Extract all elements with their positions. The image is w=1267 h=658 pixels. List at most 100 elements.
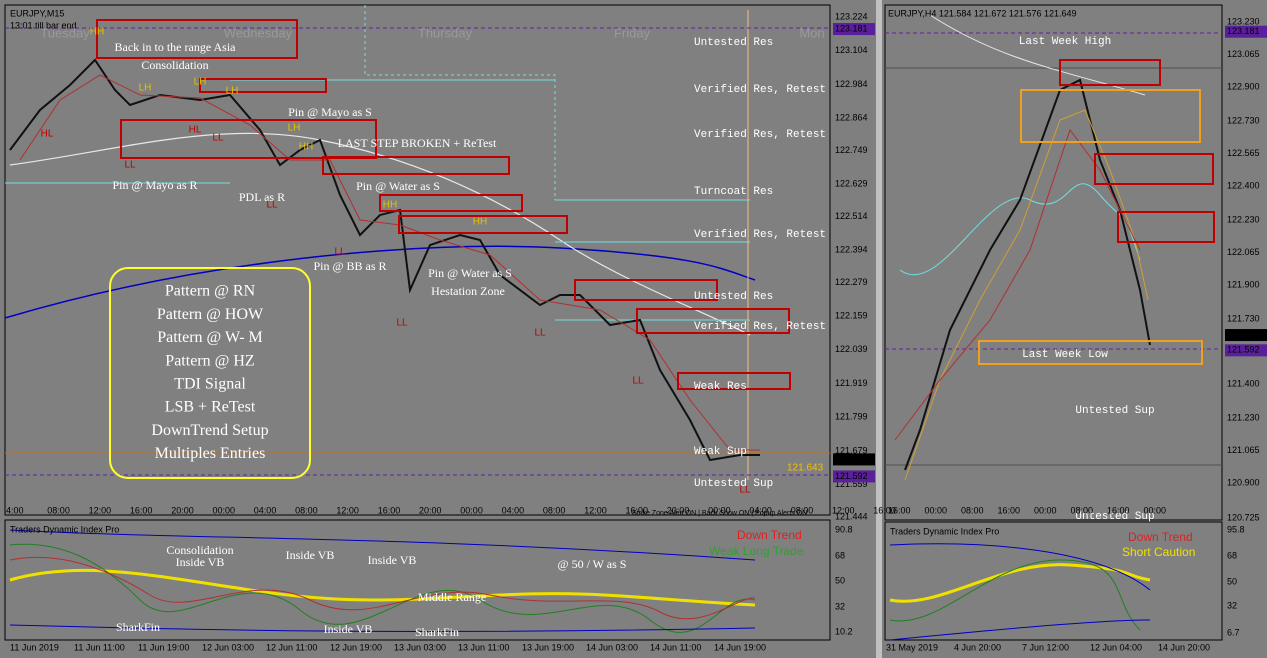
price-tick: 120.725 [1227,512,1260,522]
date-tick: 14 Jun 03:00 [586,642,638,652]
price-tick: 122.159 [835,311,868,321]
signal: Weak Long Trade [709,544,804,558]
level-tick: 6.7 [1227,627,1240,637]
signal: Down Trend [737,528,802,542]
time-tick: 16:00 [130,505,153,515]
time-tick: 00:00 [1034,505,1057,515]
time-tick: 20:00 [667,505,690,515]
price-tick: 122.039 [835,344,868,354]
indicator-annotation: Inside VB [324,622,373,636]
zone-label: Turncoat Res [694,186,773,198]
price-tick: 122.514 [835,211,868,221]
time-tick: 08:00 [791,505,814,515]
time-tick: 12:00 [584,505,607,515]
low-marker-bg [833,470,875,483]
pattern-item: TDI Signal [174,375,246,392]
annotation: Hestation Zone [431,284,505,298]
bid-marker-bg [1225,329,1267,342]
price-tick: 122.394 [835,245,868,255]
indicator-annotation: Inside VB [176,555,225,569]
indicator-annotation: SharkFin [116,620,160,634]
indicator-title: Traders Dynamic Index Pro [10,524,119,534]
indicator-annotation: Middle Range [418,590,486,604]
swing-label: LL [534,328,546,339]
zone-label: Untested Res [694,37,773,49]
splitter [876,0,882,658]
time-tick: 00:00 [213,505,236,515]
level-tick: 10.2 [835,626,853,636]
level-tick: 32 [835,601,845,611]
day-label: Friday [614,25,651,40]
bid-marker: 121.649 [835,454,868,464]
left-indicator-pane [4,519,831,641]
swing-label: LH [194,77,207,88]
price-tick: 121.900 [1227,280,1260,290]
date-tick: 13 Jun 19:00 [522,642,574,652]
time-tick: 08:00 [961,505,984,515]
date-tick: 11 Jun 19:00 [138,642,189,652]
level-tick: 68 [835,550,845,560]
time-tick: 16:00 [1107,505,1130,515]
price-tick: 122.065 [1227,247,1260,257]
price-tick: 121.799 [835,412,868,422]
zone-label: Verified Res, Retest [694,84,826,96]
ma-red [19,74,760,451]
price-tick: 121.559 [835,479,868,489]
level-tick: 95.8 [1227,524,1245,534]
indicator-annotation: Consolidation [166,543,233,557]
swing-label: LL [739,485,751,496]
time-tick: 08:00 [543,505,566,515]
zone-label: Verified Res, Retest [694,129,826,141]
time-tick: 12:00 [832,505,855,515]
level-tick: 50 [1227,576,1237,586]
left-price-pane [4,4,831,516]
annotation: Pin @ Water as S [356,179,440,193]
time-tick: 12:00 [89,505,112,515]
date-tick: 12 Jun 11:00 [266,642,317,652]
price-tick: 121.444 [835,511,868,521]
annotation: Pin @ Mayo as R [112,178,197,192]
right-overlays [885,14,1222,481]
signal: Down Trend [1128,530,1193,544]
time-tick: 08:00 [295,505,318,515]
swing-label: LL [396,318,408,329]
swing-label: HH [299,142,313,153]
price-tick: 122.749 [835,145,868,155]
zone-label: Untested Sup [1075,405,1154,417]
window-title: EURJPY,H4 121.584 121.672 121.576 121.64… [888,8,1077,18]
level-tick: 90.8 [835,524,853,534]
zone-label: Untested Res [694,291,773,303]
date-tick: 11 Jun 11:00 [74,642,125,652]
price-tick: 120.900 [1227,478,1260,488]
price-tick: 123.065 [1227,49,1260,59]
ask-marker: 123.181 [835,23,868,33]
price-tick: 123.224 [835,11,868,21]
price-tick: 122.565 [1227,148,1260,158]
ask-marker-bg [1225,25,1267,38]
date-tick: 4 Jun 20:00 [954,642,1001,652]
time-tick: 16:00 [378,505,401,515]
date-tick: 11 Jun 2019 [10,642,59,652]
swing-label: HL [41,129,54,140]
swing-label: HH [383,200,397,211]
price-tick: 122.400 [1227,181,1260,191]
ma-blue [4,245,756,319]
time-tick: 00:00 [708,505,731,515]
alerts: Strike Zone Alert ON | Back Show ON | Po… [632,510,807,517]
ask-marker: 123.181 [1227,26,1260,36]
pattern-item: Pattern @ HZ [165,352,254,369]
price-tick: 121.230 [1227,412,1260,422]
price-tick: 121.730 [1227,313,1260,323]
annotation: Pin @ Mayo as S [288,105,372,119]
date-tick: 14 Jun 20:00 [1158,642,1210,652]
date-tick: 12 Jun 19:00 [330,642,382,652]
time-tick: 16:00 [998,505,1021,515]
time-tick: 20:00 [419,505,442,515]
swing-label: LH [226,86,239,97]
cyan-dotted [364,5,556,200]
time-tick: 12:00 [336,505,359,515]
zone-label: Untested Sup [694,478,773,490]
price-tick: 122.629 [835,179,868,189]
low-marker-bg [1225,344,1267,357]
indicator-title: Traders Dynamic Index Pro [890,526,999,536]
